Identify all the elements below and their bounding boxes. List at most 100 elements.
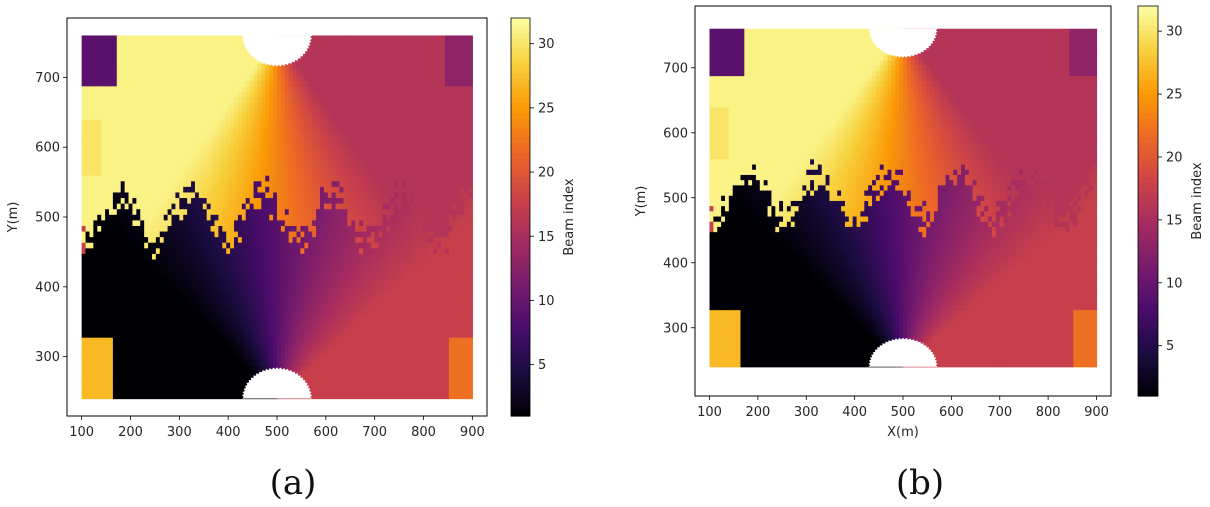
heatmap-cell [304,337,309,344]
heatmap-cell [136,113,141,120]
heatmap-cell [366,247,372,254]
heatmap-cell [148,136,153,143]
heatmap-cell [359,387,364,394]
heatmap-cell [237,158,243,165]
heatmap-cell [245,197,251,204]
heatmap-cell [214,219,219,226]
heatmap-cell [124,219,130,226]
heatmap-cell [202,158,208,165]
heatmap-cell [277,320,282,327]
heatmap-cell [206,219,212,226]
heatmap-cell [370,353,376,361]
heatmap-cell [120,236,126,243]
heatmap-cell [89,68,94,76]
heatmap-cell [128,325,134,333]
heatmap-cell [370,342,376,349]
heatmap-cell [116,370,122,377]
heatmap-cell [280,219,286,226]
heatmap-cell [241,214,247,221]
heatmap-cell [296,68,302,76]
heatmap-cell [296,365,302,372]
heatmap-cell [214,225,219,232]
heatmap-cell [194,275,200,282]
heatmap-cell [343,68,348,76]
heatmap-cell [245,253,251,260]
heatmap-cell [351,359,356,366]
heatmap-cell [253,85,259,92]
heatmap-cell [343,119,348,126]
heatmap-cell [253,197,259,204]
heatmap-cell [269,331,274,338]
heatmap-cell [257,208,262,215]
heatmap-cell [101,214,106,221]
heatmap-cell [218,124,223,132]
heatmap-cell [144,152,149,159]
heatmap-cell [222,230,227,238]
heatmap-cell [351,119,356,126]
heatmap-cell [312,298,317,305]
heatmap-cell [347,119,352,126]
heatmap-cell [265,119,270,126]
heatmap-cell [280,298,286,305]
heatmap-cell [89,236,94,243]
heatmap-cell [308,208,313,215]
heatmap-cell [89,136,94,143]
heatmap-cell [109,169,114,176]
heatmap-cell [245,96,251,104]
heatmap-cell [237,119,243,126]
heatmap-cell [257,225,262,232]
heatmap-cell [191,124,196,132]
heatmap-cell [359,197,364,204]
heatmap-cell [237,286,243,294]
heatmap-cell [280,258,286,266]
heatmap-cell [292,309,298,316]
heatmap-cell [339,242,345,249]
heatmap-cell [105,348,110,355]
heatmap-cell [237,113,243,120]
heatmap-cell [202,113,208,120]
heatmap-cell [284,342,290,349]
heatmap-cell [230,186,235,193]
heatmap-cell [183,365,188,372]
heatmap-cell [261,303,266,310]
heatmap-cell [249,203,255,210]
heatmap-cell [93,46,98,53]
heatmap-cell [280,63,286,70]
heatmap-cell [362,108,368,115]
heatmap-cell [194,376,200,383]
heatmap-cell [171,175,177,182]
heatmap-cell [81,214,87,221]
heatmap-cell [167,236,173,243]
heatmap-cell [359,342,364,349]
heatmap-cell [144,370,149,377]
heatmap-cell [151,253,157,260]
heatmap-cell [288,74,294,81]
heatmap-cell [202,52,208,59]
heatmap-cell [187,264,192,271]
heatmap-cell [218,35,223,42]
heatmap-cell [335,247,341,254]
heatmap-cell [304,180,309,187]
heatmap-cell [167,130,173,137]
heatmap-cell [85,275,91,282]
heatmap-cell [226,253,231,260]
heatmap-cell [343,253,348,260]
heatmap-cell [351,298,356,305]
heatmap-cell [148,152,153,159]
heatmap-cell [191,208,196,215]
heatmap-cell [312,242,317,249]
heatmap-cell [374,247,380,254]
heatmap-cell [187,141,192,148]
heatmap-cell [265,102,270,109]
heatmap-cell [148,186,153,193]
heatmap-cell [171,108,177,115]
heatmap-cell [331,141,337,148]
heatmap-cell [191,253,196,260]
heatmap-cell [191,325,196,333]
heatmap-cell [323,376,329,383]
heatmap-cell [374,281,380,288]
heatmap-cell [93,41,98,48]
heatmap-cell [171,292,177,299]
heatmap-cell [366,270,372,277]
heatmap-cell [144,292,149,299]
